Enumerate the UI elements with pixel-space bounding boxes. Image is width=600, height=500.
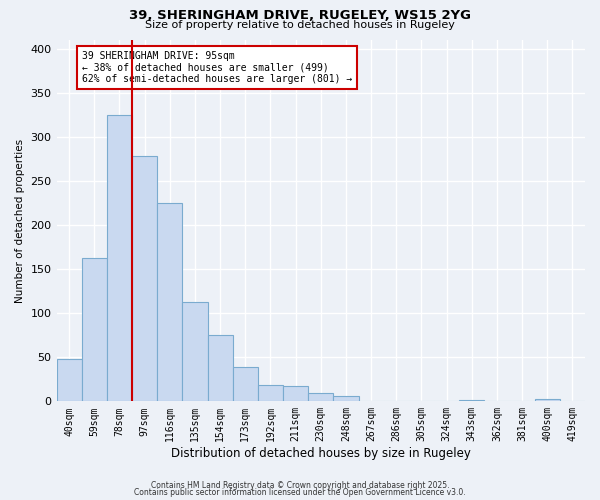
- Text: 39 SHERINGHAM DRIVE: 95sqm
← 38% of detached houses are smaller (499)
62% of sem: 39 SHERINGHAM DRIVE: 95sqm ← 38% of deta…: [82, 50, 352, 84]
- Bar: [56, 359, 82, 402]
- Bar: [535, 398, 560, 402]
- Text: Contains public sector information licensed under the Open Government Licence v3: Contains public sector information licen…: [134, 488, 466, 497]
- Bar: [107, 115, 132, 402]
- Bar: [82, 258, 107, 402]
- Bar: [233, 367, 258, 402]
- Y-axis label: Number of detached properties: Number of detached properties: [15, 138, 25, 302]
- Bar: [157, 203, 182, 402]
- Bar: [258, 386, 283, 402]
- Bar: [283, 386, 308, 402]
- Bar: [182, 302, 208, 402]
- Text: Size of property relative to detached houses in Rugeley: Size of property relative to detached ho…: [145, 20, 455, 30]
- X-axis label: Distribution of detached houses by size in Rugeley: Distribution of detached houses by size …: [171, 447, 471, 460]
- Text: Contains HM Land Registry data © Crown copyright and database right 2025.: Contains HM Land Registry data © Crown c…: [151, 481, 449, 490]
- Bar: [132, 156, 157, 402]
- Text: 39, SHERINGHAM DRIVE, RUGELEY, WS15 2YG: 39, SHERINGHAM DRIVE, RUGELEY, WS15 2YG: [129, 9, 471, 22]
- Bar: [334, 396, 359, 402]
- Bar: [308, 392, 334, 402]
- Bar: [459, 400, 484, 402]
- Bar: [208, 335, 233, 402]
